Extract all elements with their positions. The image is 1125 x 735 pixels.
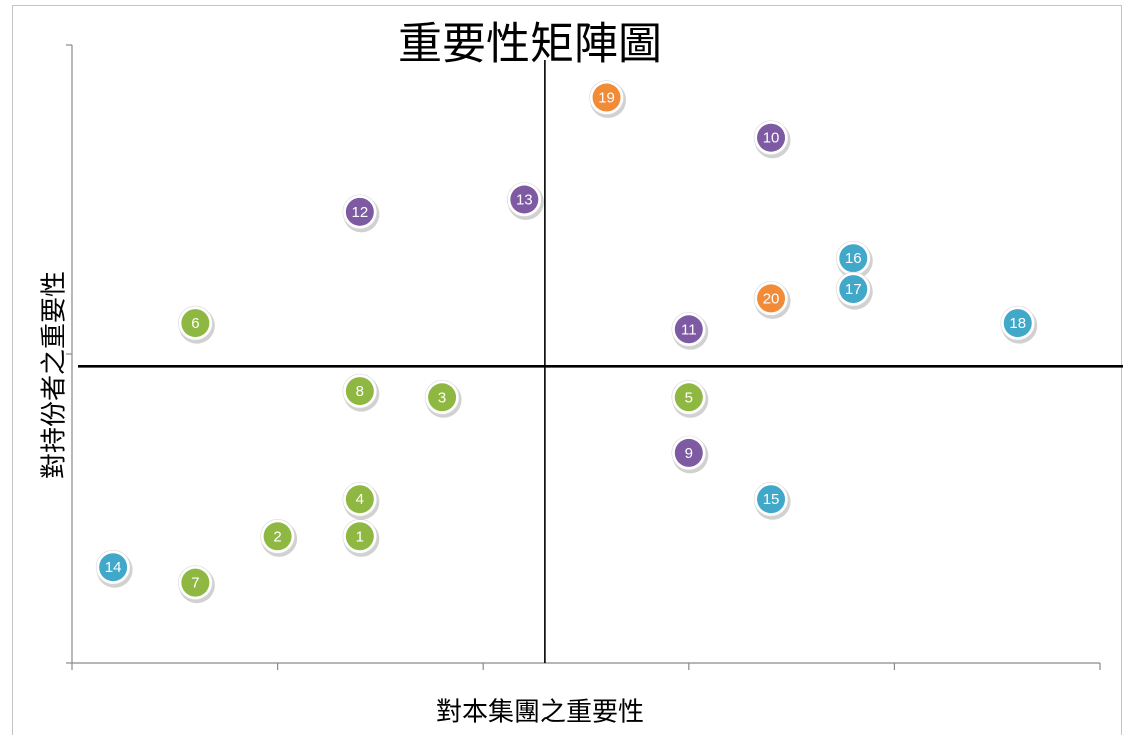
- data-point-label: 13: [516, 192, 533, 209]
- data-point-marker: [674, 383, 703, 412]
- data-point-label: 11: [681, 321, 697, 338]
- data-point-7: 7: [178, 565, 215, 604]
- data-point-marker: [757, 123, 786, 152]
- data-point-marker: [592, 83, 621, 112]
- data-point-2: 2: [260, 519, 298, 557]
- data-point-label: 19: [598, 90, 615, 107]
- data-point-label: 7: [191, 575, 199, 592]
- data-point-15: 15: [753, 481, 791, 520]
- data-point-label: 9: [685, 445, 693, 462]
- data-point-12: 12: [342, 194, 380, 233]
- data-point-marker: [839, 275, 868, 304]
- data-point-marker: [428, 383, 457, 412]
- data-point-5: 5: [671, 379, 709, 418]
- x-axis-ticks: [71, 663, 1101, 670]
- data-point-label: 3: [438, 389, 446, 406]
- data-point-label: 6: [191, 315, 199, 332]
- data-point-marker: [757, 485, 786, 514]
- data-point-label: 8: [356, 383, 364, 400]
- data-point-9: 9: [671, 435, 709, 474]
- data-point-marker: [345, 485, 374, 514]
- data-point-marker: [181, 309, 210, 338]
- data-point-19: 19: [589, 80, 627, 119]
- data-point-label: 17: [845, 281, 862, 298]
- data-point-label: 4: [356, 491, 364, 508]
- data-point-label: 16: [845, 250, 862, 267]
- data-point-label: 18: [1009, 315, 1026, 332]
- data-point-8: 8: [342, 373, 380, 412]
- data-point-10: 10: [753, 120, 791, 159]
- data-point-marker: [1003, 309, 1032, 338]
- data-point-4: 4: [342, 481, 380, 520]
- data-point-18: 18: [1000, 305, 1038, 344]
- data-point-label: 14: [105, 559, 122, 576]
- data-point-marker: [674, 315, 703, 344]
- data-point-label: 2: [273, 528, 281, 545]
- data-point-6: 6: [178, 305, 215, 344]
- data-point-marker: [345, 522, 374, 551]
- data-point-marker: [674, 438, 703, 467]
- data-point-label: 1: [356, 528, 364, 545]
- data-point-label: 10: [763, 130, 780, 147]
- data-point-marker: [839, 244, 868, 273]
- data-point-14: 14: [95, 549, 133, 588]
- data-point-3: 3: [424, 379, 462, 418]
- y-axis-label: 對持份者之重要性: [40, 271, 69, 479]
- data-point-17: 17: [835, 271, 873, 310]
- chart-title: 重要性矩陣圖: [398, 20, 662, 69]
- data-point-label: 12: [351, 204, 368, 221]
- data-point-marker: [345, 377, 374, 406]
- y-axis-ticks: [66, 44, 72, 664]
- data-point-label: 15: [763, 491, 780, 508]
- data-point-marker: [345, 197, 374, 226]
- data-point-marker: [757, 284, 786, 313]
- data-point-11: 11: [671, 311, 709, 350]
- chart-frame: [12, 5, 1122, 735]
- data-point-20: 20: [753, 281, 791, 319]
- data-point-marker: [99, 553, 128, 582]
- data-point-13: 13: [507, 182, 544, 220]
- data-point-16: 16: [835, 240, 873, 279]
- data-point-marker: [510, 185, 539, 214]
- data-point-marker: [263, 522, 292, 551]
- x-axis-label: 對本集團之重要性: [436, 698, 644, 727]
- data-point-label: 5: [685, 389, 693, 406]
- data-point-1: 1: [342, 519, 380, 557]
- data-point-marker: [181, 568, 210, 597]
- data-point-label: 20: [763, 290, 780, 307]
